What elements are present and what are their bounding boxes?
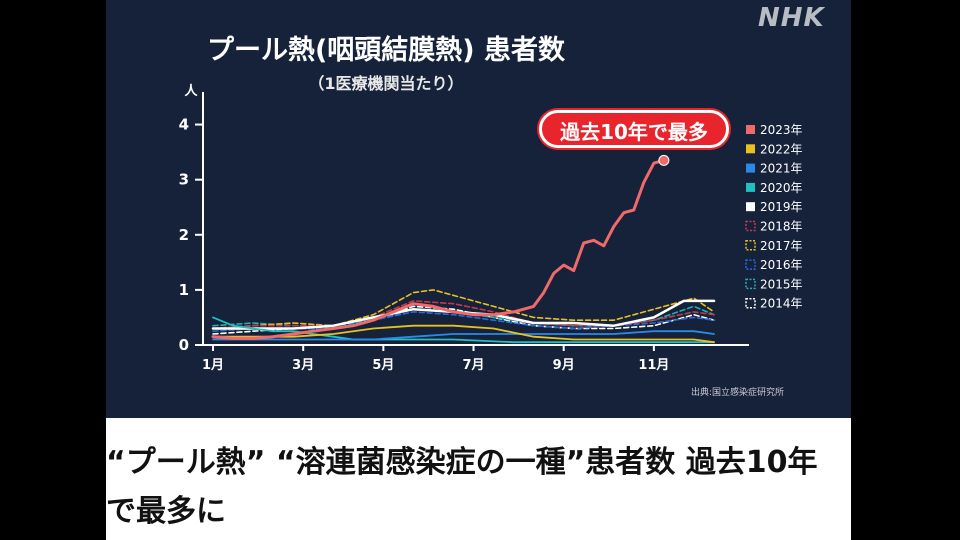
legend-swatch: [746, 202, 755, 212]
y-tick-label: 2: [179, 226, 189, 244]
series-line-2018年: [212, 300, 715, 330]
series-line-2021年: [212, 330, 715, 341]
x-tick-label: 3月: [292, 358, 314, 373]
chart-title: プール熱(咽頭結膜熱) 患者数: [206, 35, 566, 66]
article-headline[interactable]: “プール熱” “溶連菌感染症の一種”患者数 過去10年で最多に: [106, 445, 818, 529]
legend-swatch: [745, 220, 756, 232]
chart-image: 人 0 1 2 3 4 1月 3月 5月 7月 9月 11月 2023年 2022年 2021年 2020年…: [106, 0, 851, 418]
nhk-logo: NHK: [758, 3, 825, 33]
legend-label: 2017年: [760, 239, 803, 253]
series-line-2023年: [211, 158, 666, 340]
legend-label: 2015年: [760, 277, 803, 291]
legend-swatch: [745, 297, 756, 309]
x-tick-label: 9月: [553, 358, 575, 373]
legend-label: 2016年: [760, 258, 803, 272]
legend-label: 2014年: [760, 297, 803, 311]
legend-swatch: [745, 259, 756, 270]
legend-label: 2019年: [760, 200, 803, 214]
legend-label: 2023年: [760, 123, 803, 137]
x-tick-label: 5月: [372, 358, 394, 373]
series-line-2017年: [212, 289, 715, 330]
y-tick-label: 1: [179, 281, 189, 299]
x-tick-label: 7月: [462, 358, 484, 373]
y-tick-label: 0: [179, 336, 189, 354]
y-axis-unit-label: 人: [184, 83, 198, 99]
legend-swatch: [746, 163, 755, 173]
legend-label: 2021年: [760, 162, 803, 176]
x-tick-label: 1月: [202, 358, 224, 373]
legend-swatch: [746, 125, 755, 134]
x-tick-label: 11月: [638, 358, 669, 373]
chart-subtitle: （1医療機関当たり）: [308, 74, 464, 93]
series-line-2022年: [212, 324, 715, 344]
legend-swatch: [746, 182, 755, 192]
series-endpoint-marker: [658, 154, 670, 166]
y-tick-label: 4: [179, 116, 189, 134]
series-line-2016年: [212, 311, 715, 332]
record-annotation: 過去10年で最多: [539, 110, 729, 148]
legend-label: 2018年: [760, 220, 803, 234]
legend-label: 2022年: [760, 142, 803, 156]
legend-swatch: [745, 278, 756, 290]
chart-svg: 人 0 1 2 3 4 1月 3月 5月 7月 9月 11月 2023年 2022年 2021年 2020年…: [179, 83, 803, 373]
legend-label: 2020年: [760, 181, 803, 195]
legend-swatch: [746, 144, 755, 154]
legend-swatch: [745, 240, 756, 251]
y-tick-label: 3: [179, 171, 189, 189]
source-credit: 出典:国立感染症研究所: [691, 388, 785, 398]
